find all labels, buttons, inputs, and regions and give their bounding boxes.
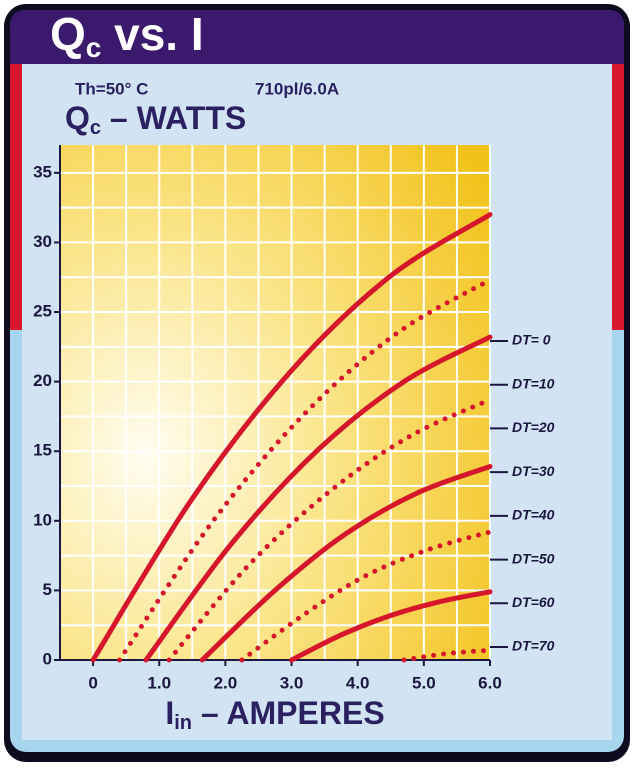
plot-area: [60, 145, 490, 660]
x-tick-label: 4.0: [346, 673, 370, 692]
x-tick-label: 3.0: [280, 673, 304, 692]
legend-label: DT=50: [512, 550, 555, 566]
curve: [117, 277, 493, 663]
curve: [289, 589, 493, 663]
y-tick-label: 20: [33, 371, 52, 390]
left-stripe: [10, 40, 22, 330]
legend-label: DT=40: [512, 507, 555, 523]
y-tick-label: 0: [43, 649, 52, 668]
y-tick-label: 15: [33, 441, 52, 460]
x-tick-label: 0: [88, 673, 97, 692]
chart-title: Qc vs. I: [50, 8, 204, 63]
curve: [401, 647, 493, 663]
legend-label: DT= 0: [512, 332, 551, 348]
legend-label: DT=30: [512, 463, 555, 479]
x-tick-label: 1.0: [147, 673, 171, 692]
curve: [143, 334, 493, 663]
plot-layer: 0 1.0 2.0 3.0 4.0 5.0 6.0 0 5 10 15 20 25 30 35 DT= 0 DT…: [33, 145, 555, 692]
legend-label: DT=60: [512, 594, 555, 610]
subtitle: 710pl/6.0A: [255, 79, 339, 98]
curve: [199, 464, 493, 663]
x-tick-label: 5.0: [412, 673, 436, 692]
x-tick-label: 2.0: [214, 673, 238, 692]
legend-label: DT=70: [512, 638, 555, 654]
x-tick-label: 6.0: [478, 673, 502, 692]
x-axis-label: Iin – AMPERES: [165, 695, 384, 734]
header-band: [10, 10, 624, 64]
y-tick-label: 25: [33, 302, 52, 321]
curve: [166, 397, 493, 663]
y-axis-label: Qc – WATTS: [65, 100, 246, 139]
y-tick-label: 35: [33, 162, 52, 181]
y-tick-label: 10: [33, 510, 52, 529]
legend-label: DT=20: [512, 419, 555, 435]
curve: [239, 529, 493, 663]
y-tick-label: 30: [33, 232, 52, 251]
curve: [90, 212, 493, 663]
subtitle: Th=50° C: [75, 79, 148, 98]
legend-label: DT=10: [512, 375, 555, 391]
y-tick-label: 5: [43, 580, 52, 599]
right-stripe: [612, 40, 624, 330]
